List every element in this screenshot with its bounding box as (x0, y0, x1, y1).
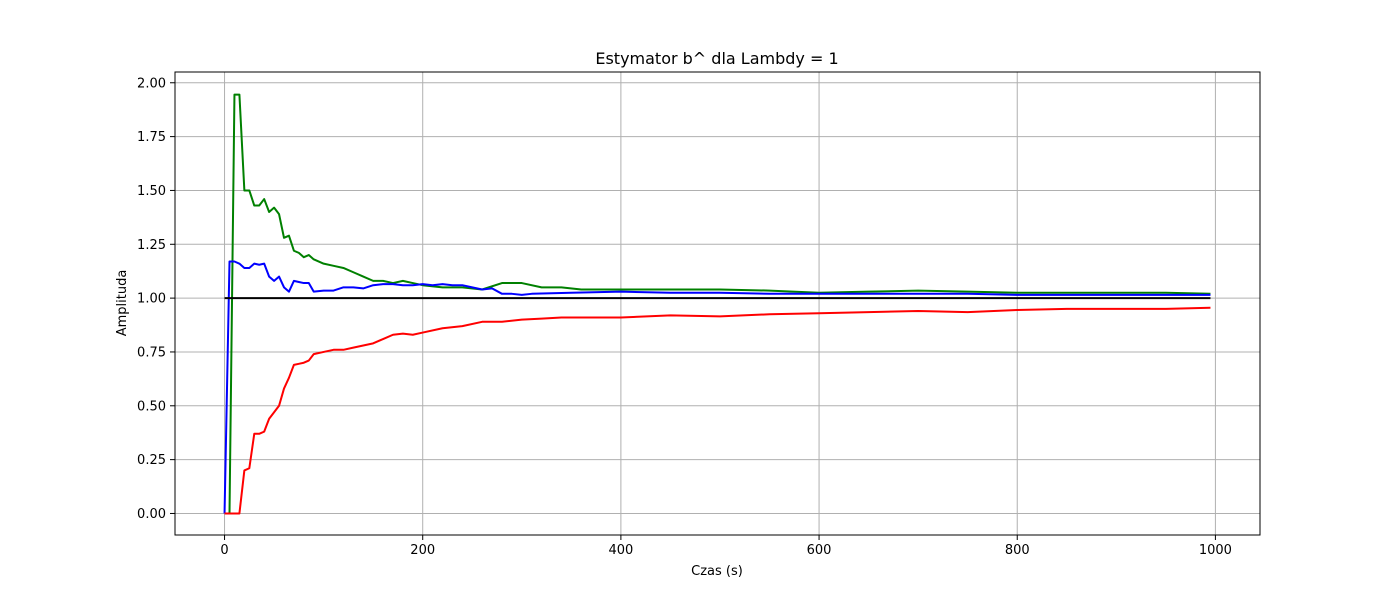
series-line-green (224, 93, 1211, 515)
y-axis-label: Amplituda (115, 270, 130, 337)
series-layer (223, 93, 1211, 515)
y-tick-label: 0.25 (137, 453, 166, 468)
y-tick-label: 0.00 (137, 507, 166, 522)
y-tick-label: 2.00 (137, 76, 166, 91)
x-tick-label: 0 (220, 543, 228, 558)
chart-title: Estymator b^ dla Lambdy = 1 (595, 49, 838, 68)
x-tick-label: 400 (608, 543, 633, 558)
y-tick-label: 1.00 (137, 292, 166, 307)
series-line-red (224, 306, 1211, 515)
x-axis-label: Czas (s) (691, 564, 743, 579)
y-tick-label: 0.75 (137, 345, 166, 360)
grid-layer (175, 72, 1260, 535)
tick-layer: 0 200 400 600 800 1000 0.00 0.25 0.50 0.75 1.00 1.2… (137, 76, 1232, 558)
y-tick-label: 1.25 (137, 238, 166, 253)
y-tick-label: 1.50 (137, 184, 166, 199)
plot-frame (174, 71, 1261, 536)
y-tick-label: 1.75 (137, 130, 166, 145)
x-tick-label: 800 (1005, 543, 1030, 558)
x-tick-label: 200 (410, 543, 435, 558)
y-tick-label: 0.50 (137, 399, 166, 414)
x-tick-label: 1000 (1199, 543, 1232, 558)
x-tick-label: 600 (807, 543, 832, 558)
series-line-blue (223, 260, 1211, 514)
